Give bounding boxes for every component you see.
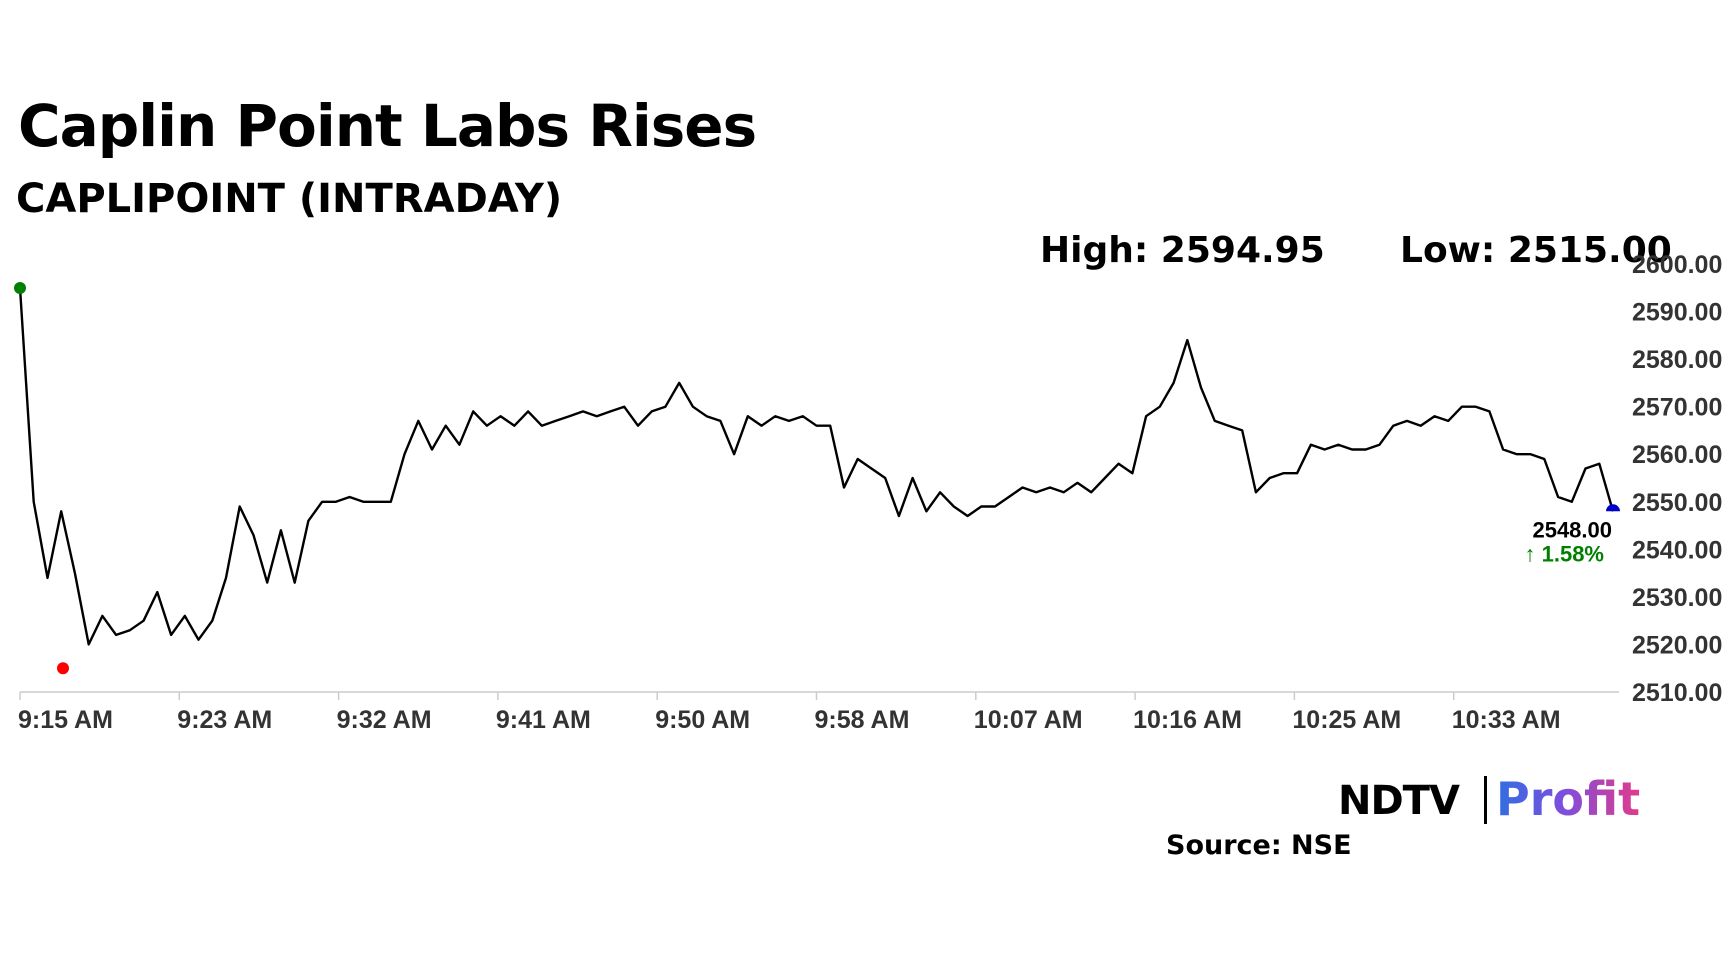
y-tick-label: 2580.00 — [1632, 346, 1722, 374]
x-tick-label: 10:16 AM — [1133, 706, 1242, 734]
low-point-marker — [57, 662, 69, 675]
high-label: High: 2594.95 — [1040, 230, 1325, 271]
x-tick-label: 10:33 AM — [1452, 706, 1561, 734]
source-label: Source: NSE — [1166, 830, 1352, 861]
y-tick-label: 2520.00 — [1632, 631, 1722, 659]
y-tick-label: 2560.00 — [1632, 441, 1722, 469]
x-tick-label: 9:58 AM — [815, 706, 910, 734]
last-point-marker — [1606, 504, 1620, 512]
chart-title: Caplin Point Labs Rises — [18, 92, 757, 160]
low-label: Low: 2515.00 — [1400, 230, 1672, 271]
high-point-marker — [14, 282, 26, 295]
x-tick-label: 10:07 AM — [974, 706, 1083, 734]
y-tick-label: 2550.00 — [1632, 489, 1722, 517]
x-tick-label: 9:15 AM — [18, 706, 113, 734]
price-line — [18, 287, 1615, 646]
y-tick-label: 2590.00 — [1632, 299, 1722, 327]
logo-divider — [1484, 776, 1487, 824]
y-tick-label: 2600.00 — [1632, 251, 1722, 279]
last-value-label: 2548.00 — [1532, 517, 1612, 542]
y-tick-label: 2510.00 — [1632, 679, 1722, 707]
ndtv-logo: NDTV — [1338, 778, 1460, 824]
x-tick-label: 9:23 AM — [177, 706, 272, 734]
chart-subtitle: CAPLIPOINT (INTRADAY) — [16, 176, 563, 222]
y-tick-label: 2540.00 — [1632, 536, 1722, 564]
y-tick-label: 2530.00 — [1632, 584, 1722, 612]
change-label: ↑ 1.58% — [1525, 541, 1605, 566]
x-tick-label: 9:41 AM — [496, 706, 591, 734]
profit-logo: Profit — [1496, 772, 1641, 826]
x-tick-label: 10:25 AM — [1292, 706, 1401, 734]
x-tick-label: 9:32 AM — [337, 706, 432, 734]
x-tick-label: 9:50 AM — [655, 706, 750, 734]
y-tick-label: 2570.00 — [1632, 394, 1722, 422]
